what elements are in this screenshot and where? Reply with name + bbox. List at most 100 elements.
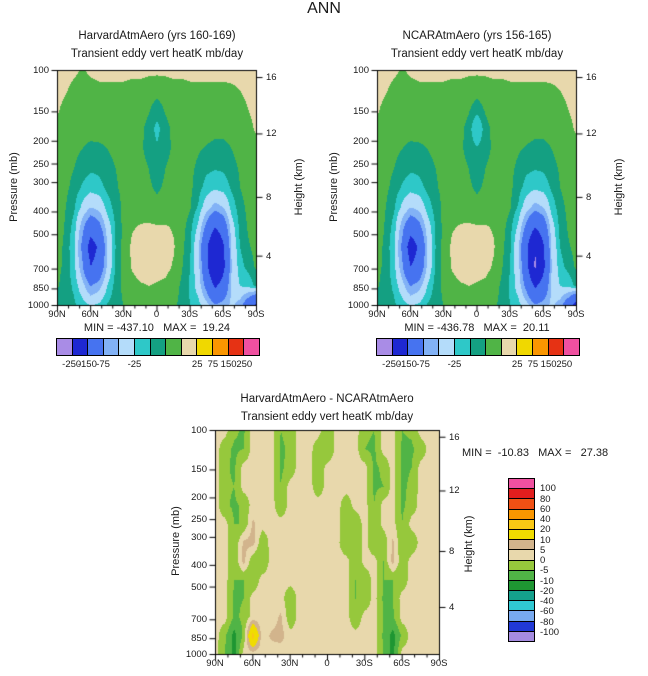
colorbar-cell [516, 339, 533, 355]
colorbar-cell [500, 339, 517, 355]
pressure-tick-label: 850 [33, 283, 49, 295]
colorbar-tick-label: 10 [540, 534, 551, 546]
colorbar-cell [212, 339, 228, 355]
colorbar-cell [71, 339, 88, 355]
minmax-stats-difference: MIN = -10.83 MAX = 27.38 [462, 447, 609, 459]
colorbar-tick-label: -10 [540, 575, 554, 587]
panel-harvard-title: HarvardAtmAero (yrs 160-169) [78, 30, 236, 42]
colorbar-tick-label: 40 [540, 514, 551, 525]
colorbar-cell [243, 339, 259, 355]
colorbar-cell [509, 559, 534, 570]
colorbar-cell [509, 479, 534, 489]
height-tick-label: 12 [449, 485, 460, 497]
figure-title: ANN [307, 0, 341, 17]
colorbar-tick-label: -150 [397, 359, 417, 370]
pressure-tick-label: 400 [191, 559, 207, 571]
height-tick-label: 12 [586, 128, 597, 140]
lat-tick-label: 30S [181, 309, 199, 320]
colorbar-tick-label: -75 [416, 359, 430, 370]
lat-tick-label: 0 [473, 309, 480, 320]
pressure-tick-label: 200 [191, 492, 207, 504]
lat-tick-label: 90N [48, 309, 66, 320]
colorbar-tick-label: 100 [540, 483, 556, 495]
height-axis-label: Height (km) [293, 158, 305, 216]
colorbar-cell [87, 339, 103, 355]
pressure-tick-label: 1000 [185, 649, 207, 660]
colorbar-cell [227, 339, 244, 355]
colorbar-tick-label: 0 [540, 555, 546, 566]
colorbar-cell [196, 339, 213, 355]
colorbar-tick-label: -25 [127, 359, 142, 370]
height-tick-label: 12 [266, 128, 277, 140]
colorbar-cell [407, 339, 423, 355]
contour-plot-difference [207, 422, 448, 663]
lat-tick-label: 90S [567, 309, 585, 320]
colorbar-tick-label: 25 [191, 359, 203, 370]
colorbar-tick-label: 75 [527, 359, 539, 370]
height-tick-label: 4 [586, 250, 592, 262]
height-tick-label: 4 [266, 250, 272, 262]
colorbar-tick-label: 20 [540, 524, 551, 536]
colorbar-tick-label: -250 [382, 359, 402, 370]
pressure-tick-label: 100 [33, 65, 49, 76]
pressure-tick-label: 850 [353, 283, 369, 295]
colorbar-cell [563, 339, 579, 355]
pressure-tick-label: 700 [33, 263, 49, 275]
lat-tick-label: 30S [501, 309, 519, 320]
colorbar-cell [102, 339, 119, 355]
pressure-tick-label: 400 [353, 206, 369, 218]
pressure-tick-label: 850 [191, 633, 207, 645]
pressure-tick-label: 1000 [27, 300, 49, 311]
height-tick-label: 16 [266, 72, 277, 84]
minmax-stats-ncar: MIN = -436.78 MAX = 20.11 [404, 322, 550, 334]
height-tick-label: 8 [586, 191, 592, 203]
pressure-tick-label: 200 [353, 135, 369, 147]
lat-tick-label: 90S [247, 309, 265, 320]
height-axis-label: Height (km) [613, 158, 625, 216]
colorbar-cell [532, 339, 548, 355]
colorbar-tick-label: -60 [540, 606, 554, 618]
colorbar-cell [149, 339, 166, 355]
colorbar-cell [509, 528, 534, 540]
colorbar-cell [377, 339, 392, 355]
pressure-tick-label: 150 [33, 106, 49, 118]
colorbar-tick-label: -40 [540, 596, 554, 607]
lat-tick-label: 0 [324, 658, 330, 669]
colorbar-tick-label: 25 [511, 359, 523, 370]
pressure-tick-label: 500 [33, 229, 49, 241]
colorbar-cell [165, 339, 181, 355]
pressure-tick-label: 250 [33, 158, 49, 170]
lat-tick-label: 60N [401, 309, 419, 320]
colorbar-cell [509, 549, 534, 560]
lat-tick-label: 30N [114, 309, 133, 320]
colorbar-cell [509, 610, 534, 621]
colorbar-cell [454, 339, 470, 355]
colorbar-cell [509, 488, 534, 499]
lat-tick-label: 60N [81, 309, 99, 320]
lat-tick-label: 30S [355, 658, 373, 669]
height-tick-label: 4 [449, 601, 455, 613]
lat-tick-label: 60S [534, 309, 552, 320]
colorbar-cell [469, 339, 486, 355]
colorbar-tick-label: -250 [62, 359, 82, 370]
colorbar-cell [57, 339, 72, 355]
pressure-tick-label: 1000 [347, 300, 369, 311]
colorbar-tick-label: -100 [540, 626, 560, 638]
lat-tick-label: 90N [206, 658, 224, 669]
height-tick-label: 16 [586, 72, 597, 84]
colorbar-tick-label: 150 [540, 359, 557, 370]
colorbar-cell [180, 339, 197, 355]
colorbar-cell [509, 579, 534, 591]
colorbar-cell [509, 600, 534, 611]
height-tick-label: 8 [449, 545, 455, 557]
colorbar-tick-label: 75 [207, 359, 219, 370]
lat-tick-label: 90N [368, 309, 386, 320]
lat-tick-label: 60S [393, 658, 411, 669]
colorbar-cell [547, 339, 564, 355]
height-axis-label: Height (km) [463, 515, 475, 573]
pressure-tick-label: 100 [353, 65, 369, 76]
colorbar-cell [438, 339, 455, 355]
pressure-tick-label: 300 [33, 177, 49, 189]
colorbar-cell [509, 590, 534, 601]
